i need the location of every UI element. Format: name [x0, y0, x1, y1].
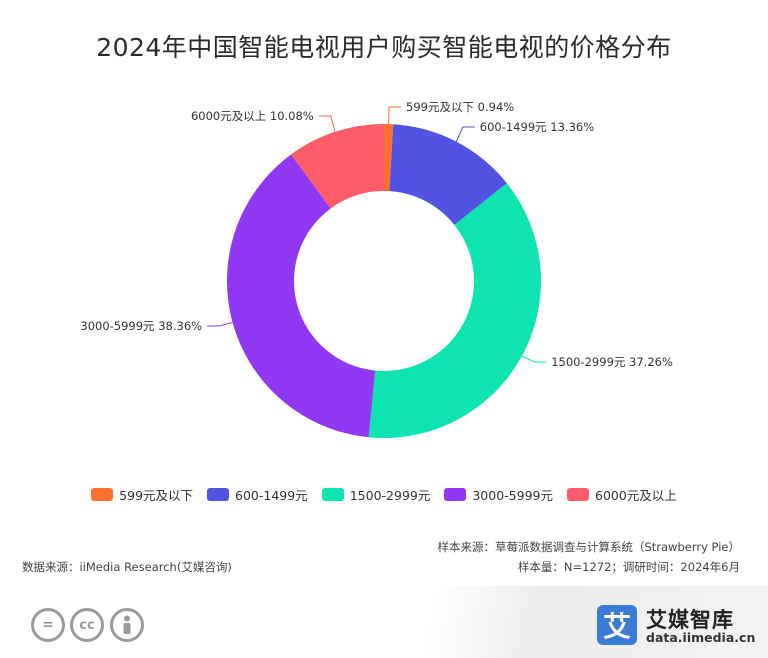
- callout-label-1: 599元及以下 0.94%: [406, 100, 514, 114]
- donut-slice-2: [389, 124, 507, 225]
- callout-line-1: [388, 106, 402, 125]
- callout-label-2: 600-1499元 13.36%: [480, 120, 594, 134]
- legend: 599元及以下 600-1499元 1500-2999元 3000-5999元 6000…: [0, 485, 768, 504]
- equal-icon: =: [31, 608, 65, 642]
- callout-line-3: [521, 355, 547, 363]
- brand-logo-icon: 艾: [597, 605, 637, 645]
- legend-item-2: 600-1499元: [207, 485, 308, 504]
- legend-swatch-2: [207, 488, 230, 501]
- callout-label-5: 6000元及以上 10.08%: [191, 109, 314, 123]
- legend-swatch-1: [91, 488, 114, 501]
- legend-swatch-4: [444, 488, 467, 501]
- legend-item-3: 1500-2999元: [321, 485, 431, 504]
- legend-swatch-5: [567, 488, 589, 501]
- callout-line-5: [318, 115, 336, 132]
- donut-chart: 599元及以下 0.94% 600-1499元 13.36% 1500-2999元 …: [80, 100, 673, 438]
- donut-slice-1: [384, 124, 394, 192]
- brand-name: 艾媒智库: [646, 608, 734, 632]
- sample-source-note: 样本来源：草莓派数据调查与计算系统（Strawberry Pie）: [437, 540, 740, 554]
- callout-line-4: [207, 322, 233, 327]
- callout-label-4: 3000-5999元 38.36%: [80, 319, 202, 333]
- legend-item-1: 599元及以下: [91, 485, 193, 504]
- legend-label-3: 1500-2999元: [349, 488, 431, 503]
- sample-size-note: 样本量：N=1272；调研时间：2024年6月: [517, 560, 740, 574]
- chart-title: 2024年中国智能电视用户购买智能电视的价格分布: [96, 33, 672, 62]
- legend-label-1: 599元及以下: [119, 488, 194, 503]
- legend-label-5: 6000元及以上: [595, 488, 677, 503]
- cc-icon: cc: [70, 608, 104, 642]
- legend-item-5: 6000元及以上: [567, 485, 677, 504]
- data-source-note: 数据来源：iiMedia Research(艾媒咨询): [22, 560, 232, 574]
- person-icon: [110, 608, 144, 642]
- donut-slice-3: [368, 183, 542, 438]
- legend-label-4: 3000-5999元: [472, 488, 553, 503]
- legend-label-2: 600-1499元: [235, 488, 308, 503]
- legend-swatch-3: [321, 488, 344, 501]
- legend-item-4: 3000-5999元: [444, 485, 553, 504]
- donut-slice-4: [227, 154, 376, 438]
- brand-url: data.iimedia.cn: [646, 630, 756, 645]
- callout-line-2: [455, 126, 475, 142]
- callout-label-3: 1500-2999元 37.26%: [551, 355, 673, 369]
- donut-slice-5: [291, 124, 384, 209]
